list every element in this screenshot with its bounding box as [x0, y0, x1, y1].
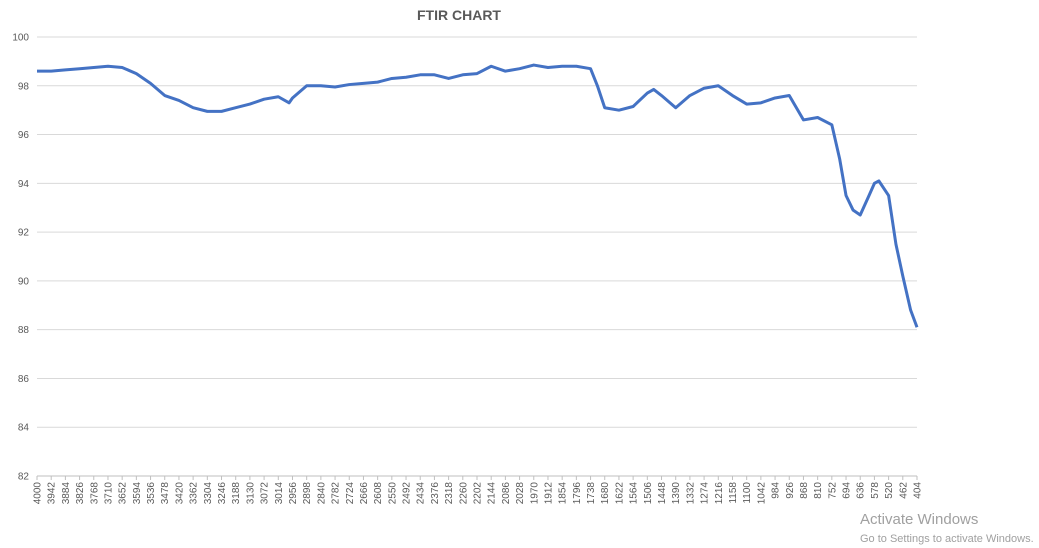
y-tick-label: 94 [18, 179, 30, 190]
x-tick-label: 2724 [345, 482, 356, 505]
x-tick-label: 1042 [756, 482, 767, 505]
x-tick-label: 2550 [387, 482, 398, 505]
x-tick-label: 2376 [430, 482, 441, 505]
x-tick-label: 3362 [189, 482, 200, 505]
x-tick-label: 404 [913, 482, 924, 499]
x-tick-label: 2898 [302, 482, 313, 505]
x-tick-label: 2492 [402, 482, 413, 505]
x-tick-label: 2144 [487, 482, 498, 505]
x-tick-label: 462 [898, 482, 909, 499]
x-tick-label: 3652 [118, 482, 129, 505]
x-tick-label: 926 [785, 482, 796, 499]
x-tick-label: 2782 [331, 482, 342, 505]
x-tick-label: 3420 [174, 482, 185, 505]
x-tick-label: 1100 [742, 482, 753, 504]
x-tick-label: 1854 [558, 482, 569, 505]
x-tick-label: 3072 [260, 482, 271, 505]
x-tick-label: 3304 [203, 482, 214, 505]
y-tick-label: 90 [18, 276, 30, 287]
x-tick-label: 3942 [47, 482, 58, 505]
watermark-title: Activate Windows [860, 511, 978, 528]
x-tick-label: 2956 [288, 482, 299, 505]
y-tick-label: 98 [18, 81, 30, 92]
x-tick-label: 4000 [33, 482, 44, 505]
x-tick-label: 3710 [103, 482, 114, 505]
x-tick-label: 3768 [89, 482, 100, 505]
data-line [37, 63, 919, 328]
x-tick-label: 1448 [657, 482, 668, 505]
x-tick-label: 1274 [700, 482, 711, 505]
x-tick-label: 1680 [600, 482, 611, 505]
x-tick-label: 1216 [714, 482, 725, 505]
x-tick-label: 1796 [572, 482, 583, 505]
x-tick-label: 1390 [671, 482, 682, 505]
y-tick-label: 84 [18, 423, 30, 434]
x-tick-label: 520 [884, 482, 895, 499]
y-tick-label: 82 [18, 472, 30, 483]
x-tick-label: 1506 [643, 482, 654, 505]
x-tick-label: 1970 [529, 482, 540, 505]
x-tick-label: 694 [842, 482, 853, 499]
x-tick-label: 3594 [132, 482, 143, 505]
x-tick-label: 868 [799, 482, 810, 499]
x-tick-label: 578 [870, 482, 881, 499]
x-tick-label: 1332 [685, 482, 696, 505]
x-tick-label: 1158 [728, 482, 739, 504]
x-tick-label: 1564 [629, 482, 640, 505]
x-tick-label: 3188 [231, 482, 242, 505]
x-tick-label: 2028 [515, 482, 526, 505]
x-tick-label: 3884 [61, 482, 72, 505]
x-tick-label: 2260 [458, 482, 469, 505]
x-tick-label: 2202 [473, 482, 484, 505]
watermark-subtitle: Go to Settings to activate Windows. [860, 533, 1034, 545]
x-tick-label: 2608 [373, 482, 384, 505]
x-tick-label: 2318 [444, 482, 455, 505]
x-tick-label: 810 [813, 482, 824, 499]
x-tick-label: 3826 [75, 482, 86, 505]
chart-title: FTIR CHART [417, 7, 501, 23]
x-tick-label: 2840 [316, 482, 327, 505]
x-tick-label: 752 [827, 482, 838, 499]
x-tick-label: 3478 [160, 482, 171, 505]
x-tick-label: 1912 [543, 482, 554, 505]
x-tick-label: 1738 [586, 482, 597, 505]
x-tick-label: 3246 [217, 482, 228, 505]
x-tick-label: 2666 [359, 482, 370, 505]
x-tick-label: 2434 [416, 482, 427, 505]
x-tick-label: 3536 [146, 482, 157, 505]
y-tick-label: 96 [18, 130, 30, 141]
y-tick-label: 86 [18, 374, 30, 385]
x-tick-label: 1622 [614, 482, 625, 505]
x-tick-label: 2086 [501, 482, 512, 505]
x-tick-label: 984 [771, 482, 782, 499]
y-tick-label: 100 [12, 33, 29, 44]
y-tick-label: 92 [18, 228, 30, 239]
y-tick-label: 88 [18, 325, 30, 336]
x-tick-label: 3130 [245, 482, 256, 505]
x-tick-label: 3014 [274, 482, 285, 505]
x-tick-label: 636 [856, 482, 867, 499]
